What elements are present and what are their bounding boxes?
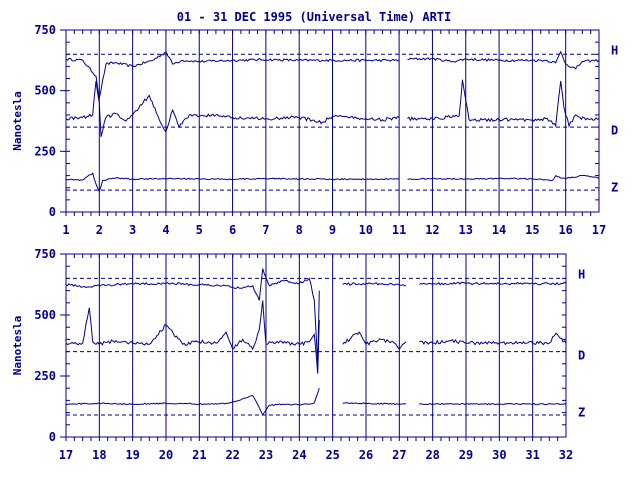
x-tick-label: 2	[96, 223, 103, 237]
y-axis-label: Nanotesla	[11, 316, 24, 376]
x-tick-label: 16	[558, 223, 572, 237]
x-tick-label: 30	[492, 448, 506, 462]
x-tick-label: 17	[592, 223, 606, 237]
x-tick-label: 26	[359, 448, 373, 462]
x-tick-label: 17	[59, 448, 73, 462]
x-tick-label: 9	[329, 223, 336, 237]
x-tick-label: 29	[459, 448, 473, 462]
x-tick-label: 3	[129, 223, 136, 237]
y-tick-label: 0	[49, 205, 56, 219]
x-tick-label: 20	[159, 448, 173, 462]
x-tick-label: 5	[196, 223, 203, 237]
y-tick-label: 0	[49, 430, 56, 444]
chart-title: 01 - 31 DEC 1995 (Universal Time) ARTI	[177, 10, 452, 24]
x-tick-label: 6	[229, 223, 236, 237]
x-tick-label: 14	[492, 223, 506, 237]
x-tick-label: 31	[525, 448, 539, 462]
x-tick-label: 7	[262, 223, 269, 237]
y-tick-label: 500	[34, 84, 56, 98]
series-label: H	[578, 268, 585, 282]
series-line-h	[65, 268, 567, 364]
x-tick-label: 11	[392, 223, 406, 237]
y-tick-label: 250	[34, 144, 56, 158]
y-tick-label: 750	[34, 247, 56, 261]
x-tick-label: 8	[296, 223, 303, 237]
series-line-d	[65, 79, 600, 137]
series-line-z	[65, 388, 567, 417]
series-label: D	[578, 348, 585, 362]
x-tick-label: 13	[459, 223, 473, 237]
x-tick-label: 32	[559, 448, 573, 462]
x-tick-label: 4	[162, 223, 169, 237]
x-tick-label: 21	[192, 448, 206, 462]
x-tick-label: 15	[525, 223, 539, 237]
y-axis-label: Nanotesla	[11, 91, 24, 151]
x-tick-label: 12	[425, 223, 439, 237]
x-tick-label: 23	[259, 448, 273, 462]
panel-bottom: 17 18 19 20 21 22 23 24 25 26 27 28 29 30 31 32 0 250 500 7…	[11, 247, 585, 462]
x-tick-label: 18	[92, 448, 106, 462]
series-line-d	[65, 300, 567, 374]
x-tick-label: 22	[225, 448, 239, 462]
x-tick-label: 19	[125, 448, 139, 462]
x-tick-label: 28	[425, 448, 439, 462]
series-label: Z	[578, 406, 585, 420]
panel-top: 1 2 3 4 5 6 7 8 9 10 11 12 13 14 15 16 170250500750Nanot…	[11, 23, 618, 237]
series-label: D	[611, 124, 618, 138]
y-tick-label: 500	[34, 308, 56, 322]
series-line-h	[65, 50, 600, 99]
x-tick-label: 1	[62, 223, 69, 237]
x-tick-label: 10	[359, 223, 373, 237]
x-tick-label: 24	[292, 448, 306, 462]
x-tick-label: 27	[392, 448, 406, 462]
y-tick-label: 250	[34, 369, 56, 383]
series-line-z	[65, 172, 600, 193]
x-tick-label: 25	[325, 448, 339, 462]
plot-frame	[65, 253, 567, 438]
series-label: Z	[611, 181, 618, 195]
y-tick-label: 750	[34, 23, 56, 37]
series-label: H	[611, 44, 618, 58]
